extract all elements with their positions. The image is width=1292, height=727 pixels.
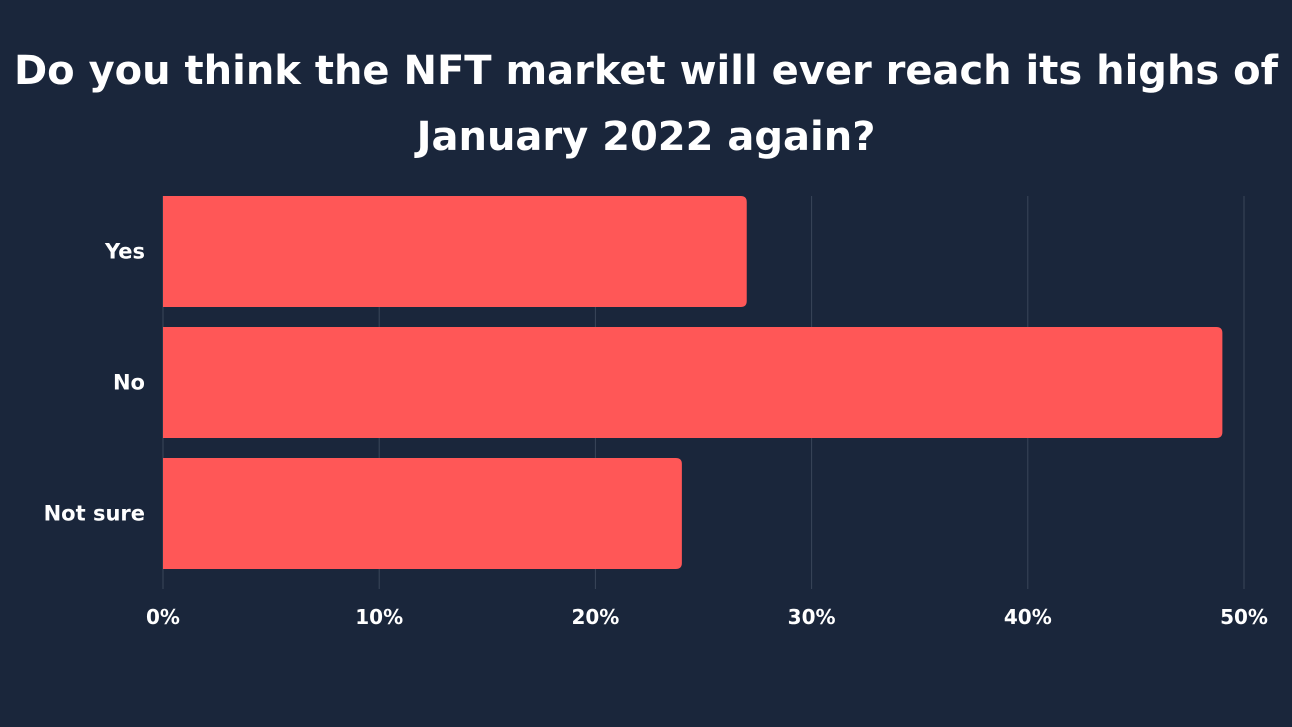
category-label-yes: Yes bbox=[104, 240, 145, 264]
x-tick-label-2: 20% bbox=[571, 605, 619, 629]
x-tick-label-1: 10% bbox=[355, 605, 403, 629]
x-tick-label-3: 30% bbox=[788, 605, 836, 629]
x-tick-label-4: 40% bbox=[1004, 605, 1052, 629]
chart-title-line-2: January 2022 again? bbox=[414, 114, 876, 160]
category-label-no: No bbox=[113, 371, 145, 395]
x-tick-label-5: 50% bbox=[1220, 605, 1268, 629]
category-label-not-sure: Not sure bbox=[44, 502, 145, 526]
bar-yes bbox=[163, 196, 747, 307]
x-tick-label-0: 0% bbox=[146, 605, 180, 629]
bar-no bbox=[163, 327, 1223, 438]
chart-title-line-1: Do you think the NFT market will ever re… bbox=[14, 48, 1279, 94]
bars bbox=[163, 196, 1223, 569]
x-tick-labels: 0% 10% 20% 30% 40% 50% bbox=[146, 605, 1268, 629]
bar-not-sure bbox=[163, 458, 682, 569]
category-labels: Yes No Not sure bbox=[44, 240, 145, 526]
